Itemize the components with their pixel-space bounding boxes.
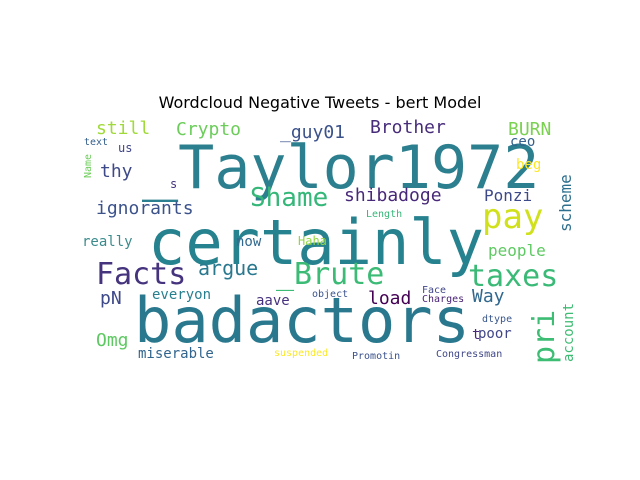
cloud-word: t (472, 327, 481, 343)
cloud-word: Haha (298, 234, 327, 248)
cloud-word: text (84, 137, 109, 148)
cloud-word: taxes (468, 259, 559, 294)
cloud-word: BURN (508, 119, 552, 140)
cloud-word: Congressman (436, 349, 503, 360)
cloud-word: ceo (510, 134, 536, 150)
cloud-word: us (118, 141, 133, 155)
cloud-word: suspended (274, 348, 329, 359)
word-cloud: _Taylor1972 certainly badactors Facts _Brute… (80, 117, 577, 364)
cloud-word: pN (100, 288, 122, 309)
cloud-word: _Brute (276, 257, 385, 292)
cloud-word: argue (198, 256, 259, 280)
cloud-word: Way (472, 286, 505, 307)
cloud-word: still (96, 118, 151, 139)
cloud-word: Crypto (176, 119, 242, 140)
cloud-word: thy (100, 161, 133, 182)
cloud-word: _guy01 (280, 122, 346, 143)
cloud-word: Brother (370, 117, 446, 138)
cloud-word: dtype (482, 314, 513, 325)
cloud-word: miserable (138, 346, 214, 362)
cloud-word: _Taylor1972 (142, 133, 540, 203)
cloud-word: pri (527, 309, 562, 364)
cloud-word: Length (366, 209, 403, 220)
cloud-word: certainly (148, 206, 484, 279)
cloud-word: Shame (250, 183, 329, 213)
cloud-word: everyon (152, 287, 212, 303)
cloud-word: Omg (96, 330, 129, 351)
cloud-word: s (170, 177, 178, 191)
cloud-word: aave (256, 293, 290, 309)
chart-title: Wordcloud Negative Tweets - bert Model (158, 93, 482, 112)
cloud-word: pay (482, 197, 544, 237)
cloud-word: now (236, 234, 262, 250)
cloud-word: account (561, 302, 577, 362)
cloud-word: poor (478, 326, 512, 342)
cloud-word: load (368, 288, 412, 309)
cloud-word: badactors (134, 284, 470, 357)
cloud-word: shibadoge (344, 185, 442, 206)
cloud-word: Name (83, 153, 94, 178)
cloud-word: really (82, 234, 133, 250)
cloud-word: Face (422, 285, 447, 296)
cloud-word: object (312, 289, 349, 300)
cloud-word: beg (516, 157, 542, 173)
cloud-word: people (488, 241, 546, 260)
cloud-word: ignorants (96, 198, 194, 219)
cloud-word: Charges (422, 294, 465, 305)
cloud-word: Ponzi (484, 186, 533, 205)
cloud-word: Facts (96, 257, 187, 292)
cloud-word: scheme (556, 174, 575, 232)
cloud-word: Promotin (352, 351, 401, 362)
